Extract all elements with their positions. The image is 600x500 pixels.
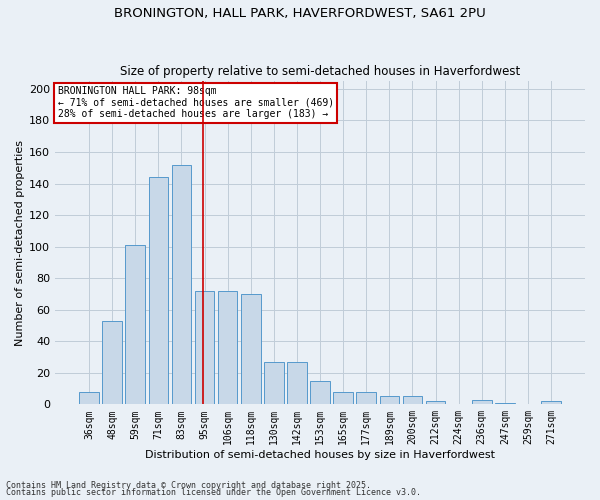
Bar bbox=[264, 362, 284, 405]
Bar bbox=[356, 392, 376, 404]
Bar bbox=[149, 178, 168, 404]
Text: BRONINGTON HALL PARK: 98sqm
← 71% of semi-detached houses are smaller (469)
28% : BRONINGTON HALL PARK: 98sqm ← 71% of sem… bbox=[58, 86, 334, 119]
Bar bbox=[79, 392, 99, 404]
Bar bbox=[426, 401, 445, 404]
X-axis label: Distribution of semi-detached houses by size in Haverfordwest: Distribution of semi-detached houses by … bbox=[145, 450, 495, 460]
Bar bbox=[541, 401, 561, 404]
Text: Contains public sector information licensed under the Open Government Licence v3: Contains public sector information licen… bbox=[6, 488, 421, 497]
Title: Size of property relative to semi-detached houses in Haverfordwest: Size of property relative to semi-detach… bbox=[120, 66, 520, 78]
Bar bbox=[287, 362, 307, 405]
Y-axis label: Number of semi-detached properties: Number of semi-detached properties bbox=[15, 140, 25, 346]
Text: BRONINGTON, HALL PARK, HAVERFORDWEST, SA61 2PU: BRONINGTON, HALL PARK, HAVERFORDWEST, SA… bbox=[114, 8, 486, 20]
Text: Contains HM Land Registry data © Crown copyright and database right 2025.: Contains HM Land Registry data © Crown c… bbox=[6, 480, 371, 490]
Bar bbox=[218, 291, 238, 405]
Bar bbox=[310, 380, 330, 404]
Bar bbox=[380, 396, 399, 404]
Bar bbox=[103, 321, 122, 404]
Bar bbox=[125, 245, 145, 404]
Bar bbox=[195, 291, 214, 405]
Bar bbox=[172, 164, 191, 404]
Bar bbox=[334, 392, 353, 404]
Bar bbox=[495, 403, 515, 404]
Bar bbox=[241, 294, 260, 405]
Bar bbox=[403, 396, 422, 404]
Bar bbox=[472, 400, 491, 404]
